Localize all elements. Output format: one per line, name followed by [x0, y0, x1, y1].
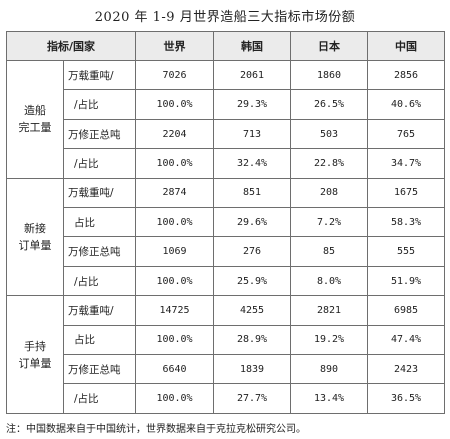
table-row: 占比 100.0% 28.9% 19.2% 47.4% — [7, 324, 445, 356]
header-korea: 韩国 — [213, 31, 291, 61]
header-china: 中国 — [367, 31, 445, 61]
metric-label: /占比 — [63, 89, 136, 120]
metric-label: /占比 — [63, 148, 136, 179]
value-china: 47.4% — [367, 324, 445, 356]
value-japan: 208 — [290, 177, 368, 209]
category-line: 造船 — [24, 104, 46, 118]
source-note: 注：中国数据来自于中国统计，世界数据来自于克拉克松研究公司。 — [6, 424, 306, 435]
header-world: 世界 — [135, 31, 214, 61]
table-row: 手持 订单量 万载重吨/ 14725 4255 2821 6985 — [6, 295, 445, 414]
value-world: 100.0% — [135, 265, 214, 297]
value-china: 58.3% — [367, 207, 445, 238]
table-row: 万修正总吨 2204 713 503 765 — [7, 118, 445, 150]
value-korea: 29.3% — [213, 89, 291, 120]
value-world: 100.0% — [135, 89, 214, 120]
value-china: 51.9% — [367, 265, 445, 297]
table-row: /占比 100.0% 27.7% 13.4% 36.5% — [7, 383, 445, 414]
value-china: 6985 — [367, 295, 445, 326]
value-japan: 19.2% — [290, 324, 368, 356]
value-korea: 28.9% — [213, 324, 291, 356]
category-cell: 新接 订单量 — [6, 177, 64, 297]
value-china: 34.7% — [367, 148, 445, 179]
value-korea: 25.9% — [213, 265, 291, 297]
value-world: 1069 — [135, 236, 214, 267]
value-world: 100.0% — [135, 148, 214, 179]
value-world: 100.0% — [135, 207, 214, 238]
value-japan: 85 — [290, 236, 368, 267]
table-row: /占比 100.0% 32.4% 22.8% 34.7% — [7, 148, 445, 179]
metric-label: 占比 — [63, 324, 136, 356]
value-japan: 26.5% — [290, 89, 368, 120]
value-world: 100.0% — [135, 383, 214, 414]
value-china: 555 — [367, 236, 445, 267]
table-row: 万修正总吨 6640 1839 890 2423 — [7, 354, 445, 385]
value-korea: 27.7% — [213, 383, 291, 414]
metric-label: /占比 — [63, 383, 136, 414]
value-japan: 8.0% — [290, 265, 368, 297]
metric-label: 万修正总吨 — [63, 354, 136, 385]
value-korea: 851 — [213, 177, 291, 209]
metric-label: 占比 — [63, 207, 136, 238]
value-china: 2423 — [367, 354, 445, 385]
table-row: 造船 完工量 万载重吨/ 7026 2061 1860 2856 — [6, 59, 445, 179]
value-world: 2874 — [135, 177, 214, 209]
value-japan: 890 — [290, 354, 368, 385]
value-world: 2204 — [135, 118, 214, 150]
metric-label: 万修正总吨 — [63, 236, 136, 267]
category-line: 手持 — [24, 339, 46, 353]
value-world: 100.0% — [135, 324, 214, 356]
value-korea: 2061 — [213, 59, 291, 91]
value-korea: 32.4% — [213, 148, 291, 179]
category-line: 订单量 — [18, 356, 52, 370]
header-japan: 日本 — [290, 31, 368, 61]
header-indicator-country: 指标/国家 — [6, 31, 136, 61]
table-row: /占比 100.0% 29.3% 26.5% 40.6% — [7, 89, 445, 120]
market-share-table: 指标/国家 世界 韩国 日本 中国 造船 完工量 万载重吨/ 7026 2061… — [6, 31, 445, 414]
value-korea: 29.6% — [213, 207, 291, 238]
value-korea: 1839 — [213, 354, 291, 385]
table-row: 占比 100.0% 29.6% 7.2% 58.3% — [7, 207, 445, 238]
value-japan: 13.4% — [290, 383, 368, 414]
header-row: 指标/国家 世界 韩国 日本 中国 — [6, 31, 445, 61]
value-world: 7026 — [135, 59, 214, 91]
category-line: 订单量 — [18, 238, 52, 252]
value-world: 14725 — [135, 295, 214, 326]
metric-label: 万载重吨/ — [63, 59, 136, 91]
value-japan: 7.2% — [290, 207, 368, 238]
value-china: 1675 — [367, 177, 445, 209]
value-korea: 4255 — [213, 295, 291, 326]
page-title: 2020 年 1-9 月世界造船三大指标市场份额 — [94, 10, 356, 25]
category-cell: 造船 完工量 — [6, 60, 64, 179]
value-world: 6640 — [135, 354, 214, 385]
value-korea: 713 — [213, 118, 291, 150]
value-china: 40.6% — [367, 89, 445, 120]
category-line: 完工量 — [18, 121, 52, 135]
metric-label: 万修正总吨 — [63, 118, 136, 150]
table-row: 新接 订单量 万载重吨/ 2874 851 208 1675 — [6, 177, 445, 297]
metric-label: 万载重吨/ — [63, 295, 136, 326]
category-line: 新接 — [24, 221, 46, 235]
value-japan: 2821 — [290, 295, 368, 326]
value-japan: 22.8% — [290, 148, 368, 179]
metric-label: /占比 — [63, 265, 136, 297]
value-korea: 276 — [213, 236, 291, 267]
category-cell: 手持 订单量 — [6, 295, 64, 414]
value-china: 2856 — [367, 59, 445, 91]
value-china: 765 — [367, 118, 445, 150]
metric-label: 万载重吨/ — [63, 177, 136, 209]
value-china: 36.5% — [367, 383, 445, 414]
value-japan: 503 — [290, 118, 368, 150]
table-row: 万修正总吨 1069 276 85 555 — [7, 236, 445, 267]
table-row: /占比 100.0% 25.9% 8.0% 51.9% — [7, 265, 445, 297]
value-japan: 1860 — [290, 59, 368, 91]
